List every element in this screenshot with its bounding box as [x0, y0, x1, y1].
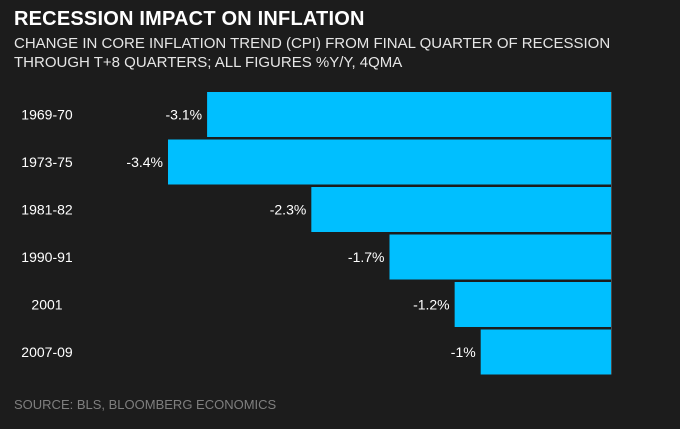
- bar-2001: [454, 282, 611, 327]
- value-label: -3.4%: [126, 154, 163, 170]
- category-label: 2001: [31, 297, 62, 313]
- bar-2007-09: [480, 329, 611, 375]
- value-label: -2.3%: [270, 202, 307, 218]
- chart-title: RECESSION IMPACT ON INFLATION: [14, 8, 365, 30]
- bar-1981-82: [311, 187, 611, 232]
- category-label: 1990-91: [21, 249, 73, 265]
- bar-1969-70: [207, 92, 611, 137]
- source-note: SOURCE: BLS, BLOOMBERG ECONOMICS: [14, 397, 277, 412]
- category-label: 1969-70: [21, 107, 73, 123]
- category-label: 2007-09: [21, 344, 73, 360]
- value-label: -1%: [451, 344, 476, 360]
- category-label: 1981-82: [21, 202, 73, 218]
- value-label: -1.2%: [413, 297, 450, 313]
- bar-1990-91: [389, 234, 611, 280]
- value-label: -1.7%: [348, 249, 385, 265]
- bar-1973-75: [168, 139, 611, 185]
- category-label: 1973-75: [21, 154, 73, 170]
- value-label: -3.1%: [166, 107, 203, 123]
- chart-subtitle: CHANGE IN CORE INFLATION TREND (CPI) FRO…: [14, 35, 611, 71]
